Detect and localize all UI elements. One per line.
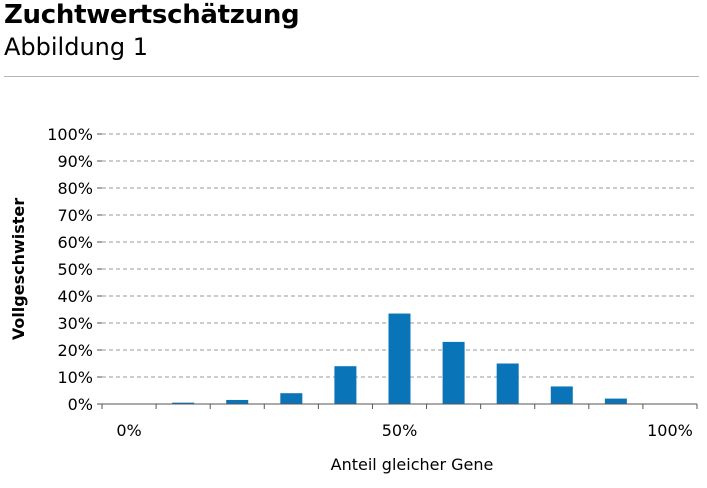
x-tick-label: 100% (647, 421, 693, 440)
y-tick-label: 10% (57, 368, 93, 387)
x-axis-label: Anteil gleicher Gene (331, 455, 494, 474)
y-tick-label: 90% (57, 152, 93, 171)
y-tick-label: 20% (57, 341, 93, 360)
y-tick-label: 30% (57, 314, 93, 333)
bar (550, 386, 573, 404)
y-tick-labels: 0% 10% 20% 30% 40% 50% 60% 70% 80% 90% 100% (47, 125, 93, 414)
bar (388, 313, 411, 404)
x-tick-label: 0% (116, 421, 141, 440)
bar (334, 366, 357, 404)
bar (604, 398, 627, 404)
x-tick-label: 50% (382, 421, 418, 440)
bar (280, 393, 303, 404)
axes (97, 133, 698, 409)
y-tick-label: 0% (68, 395, 93, 414)
y-tick-label: 50% (57, 260, 93, 279)
bar (442, 341, 465, 404)
bar (496, 363, 519, 404)
y-tick-label: 70% (57, 206, 93, 225)
x-tick-labels: 0% 50% 100% (116, 421, 692, 440)
bar (226, 399, 249, 404)
gridlines (102, 133, 697, 378)
header-divider (4, 76, 699, 77)
bars (172, 313, 627, 404)
chart-title: Zuchtwertschätzung (4, 0, 300, 30)
y-tick-label: 60% (57, 233, 93, 252)
bar (172, 402, 195, 404)
y-tick-label: 40% (57, 287, 93, 306)
chart-subtitle: Abbildung 1 (4, 33, 149, 61)
y-tick-label: 100% (47, 125, 93, 144)
y-tick-label: 80% (57, 179, 93, 198)
y-axis-label: Vollgeschwister (9, 198, 28, 340)
